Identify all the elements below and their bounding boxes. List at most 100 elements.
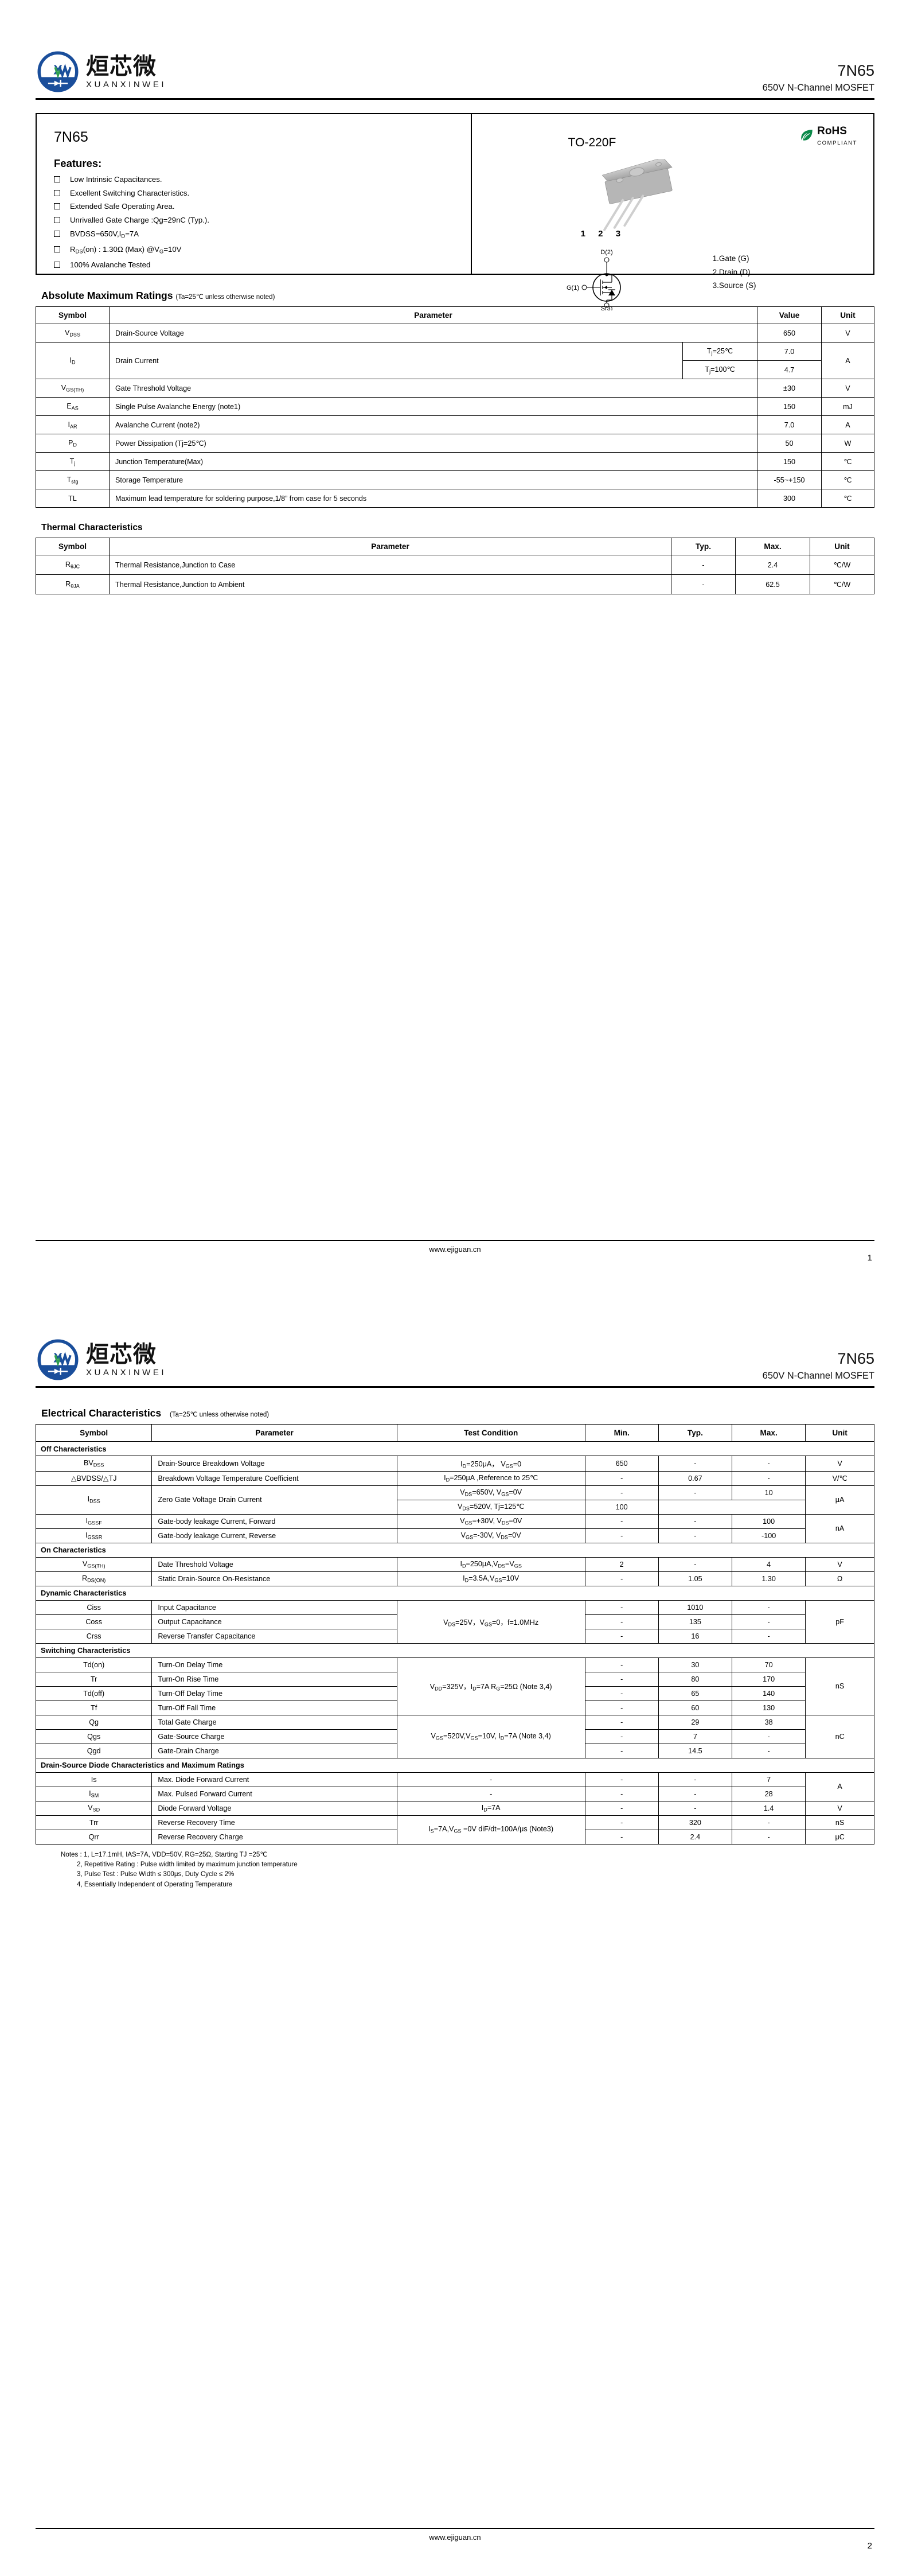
col-typ: Typ. <box>658 1424 733 1442</box>
company-name-en: XUANXINWEI <box>86 79 167 90</box>
cell-test-condition: VDS=25V，VGS=0，f=1.0MHz <box>396 1600 585 1644</box>
table-row: RDS(ON) Static Drain-Source On-Resistance… <box>35 1571 874 1586</box>
cell-unit: nS <box>805 1815 874 1830</box>
cell-typ: 2.4 <box>658 1829 733 1845</box>
cell-typ: 320 <box>658 1815 733 1830</box>
group-label: Drain-Source Diode Characteristics and M… <box>36 1757 874 1773</box>
cell-max: 1.30 <box>732 1571 806 1586</box>
cell-typ: - <box>671 574 736 594</box>
footnote-item: 3, Pulse Test : Pulse Width ≤ 300μs, Dut… <box>77 1870 235 1878</box>
cell-symbol: IGSSF <box>35 1513 153 1529</box>
col-unit: Unit <box>810 538 874 555</box>
cell-min: - <box>584 1528 659 1543</box>
cell-test-condition: VGS=520V,VGS=10V, ID=7A (Note 3,4) <box>396 1714 585 1758</box>
page-header: X 烜芯微 XUANXINWEI 7N65 650V N-Channel MOS… <box>36 0 874 94</box>
cell-parameter: Output Capacitance <box>151 1614 397 1629</box>
cell-parameter: Date Threshold Voltage <box>151 1557 397 1572</box>
cell-unit: nA <box>805 1513 874 1543</box>
feature-item-label: Unrivalled Gate Charge :Qg=29nC (Typ.). <box>70 216 209 225</box>
checkbox-icon <box>54 246 60 252</box>
cell-parameter: Thermal Resistance,Junction to Case <box>109 555 671 575</box>
cell-max: - <box>732 1456 806 1472</box>
cell-parameter: Max. Diode Forward Current <box>151 1772 397 1787</box>
cell-parameter: Turn-On Delay Time <box>151 1657 397 1672</box>
company-logo: X 烜芯微 XUANXINWEI <box>36 49 166 94</box>
cell-value: 300 <box>757 489 822 508</box>
electrical-section-title: Electrical Characteristics (Ta=25℃ unles… <box>41 1407 874 1419</box>
cell-typ: - <box>658 1772 733 1787</box>
cell-min: - <box>584 1628 659 1644</box>
cell-test-condition: - <box>396 1786 585 1801</box>
pin-assignment-item: 3.Source (S) <box>712 281 756 290</box>
pin-assignment-list: 1.Gate (G) 2.Drain (D) 3.Source (S) <box>713 252 756 293</box>
cell-typ: 60 <box>658 1700 733 1715</box>
cell-value: 150 <box>757 397 822 416</box>
table-row: BVDSS Drain-Source Breakdown Voltage ID=25… <box>35 1456 874 1472</box>
cell-condition: Tj=100℃ <box>682 360 758 379</box>
table-row: △BVDSS/△TJ Breakdown Voltage Temperature … <box>35 1470 874 1486</box>
feature-item: BVDSS=650V,ID=7A <box>54 229 471 240</box>
company-name-en: XUANXINWEI <box>86 1367 167 1378</box>
feature-item: Extended Safe Operating Area. <box>54 202 471 211</box>
checkbox-icon <box>54 176 60 182</box>
feature-item-label: Extended Safe Operating Area. <box>70 202 175 211</box>
cell-max: 38 <box>732 1714 806 1730</box>
checkbox-icon <box>54 261 60 268</box>
cell-typ: 0.67 <box>658 1470 733 1486</box>
cell-symbol: Td(off) <box>35 1686 153 1701</box>
cell-symbol: VDSS <box>36 324 110 343</box>
cell-max: 62.5 <box>735 574 810 594</box>
cell-symbol: Crss <box>35 1628 153 1644</box>
cell-symbol: △BVDSS/△TJ <box>35 1470 153 1486</box>
footnotes: Notes : 1, L=17.1mH, IAS=7A, VDD=50V, RG… <box>61 1850 874 1890</box>
cell-symbol: ID <box>36 342 110 379</box>
footnote-item: 2, Repetitive Rating : Pulse width limit… <box>77 1860 298 1868</box>
cell-symbol: Qgs <box>35 1729 153 1744</box>
cell-symbol: BVDSS <box>35 1456 153 1472</box>
cell-typ: 1010 <box>658 1600 733 1615</box>
cell-symbol: VGS(TH) <box>36 379 110 398</box>
cell-parameter: Junction Temperature(Max) <box>109 452 757 471</box>
checkbox-icon <box>54 203 60 210</box>
table-header-row: Symbol Parameter Typ. Max. Unit <box>36 538 874 555</box>
cell-max: 7 <box>732 1772 806 1787</box>
cell-min: - <box>584 1485 659 1500</box>
cell-min: - <box>584 1786 659 1801</box>
footer-website[interactable]: www.ejiguan.cn <box>429 2533 481 2542</box>
gate-label: G(1) <box>567 285 579 291</box>
pin-number-labels: 1 2 3 <box>580 229 626 239</box>
col-parameter: Parameter <box>151 1424 397 1442</box>
cell-test-condition: ID=250μA ,Reference to 25℃ <box>396 1470 585 1486</box>
cell-symbol: Qrr <box>35 1829 153 1845</box>
cell-parameter: Turn-Off Delay Time <box>151 1686 397 1701</box>
cell-test-condition: IS=7A,VGS =0V diF/dt=100A/μs (Note3) <box>396 1815 585 1845</box>
cell-parameter: Breakdown Voltage Temperature Coefficien… <box>151 1470 397 1486</box>
feature-item: Unrivalled Gate Charge :Qg=29nC (Typ.). <box>54 216 471 224</box>
source-label: S(3) <box>600 305 612 310</box>
page-number: 2 <box>867 2541 872 2551</box>
cell-symbol: Qg <box>35 1714 153 1730</box>
cell-test-condition: - <box>396 1772 585 1787</box>
page-1-footer: www.ejiguan.cn 1 <box>36 1240 874 1263</box>
cell-unit: mJ <box>821 397 874 416</box>
cell-unit: V <box>805 1800 874 1816</box>
footer-website[interactable]: www.ejiguan.cn <box>429 1245 481 1254</box>
group-label: Switching Characteristics <box>36 1643 874 1658</box>
cell-parameter: Power Dissipation (Tj=25℃) <box>109 434 757 453</box>
cell-parameter: Gate-Source Charge <box>151 1729 397 1744</box>
cell-min: - <box>584 1815 659 1830</box>
feature-item-label: RDS(on) : 1.30Ω (Max) @VG=10V <box>70 244 182 255</box>
cell-parameter: Maximum lead temperature for soldering p… <box>109 489 757 508</box>
table-row: Qrr Reverse Recovery Charge -2.4- μC <box>35 1829 874 1845</box>
checkbox-icon <box>54 230 60 237</box>
pin-assignment-item: 2.Drain (D) <box>712 267 751 277</box>
cell-value: 7.0 <box>757 342 822 361</box>
cell-unit: A <box>821 342 874 379</box>
cell-typ: 135 <box>658 1614 733 1629</box>
cell-min: - <box>584 1614 659 1629</box>
cell-unit: ℃ <box>821 470 874 489</box>
table-group-row: On Characteristics <box>36 1542 874 1558</box>
cell-min: - <box>584 1470 659 1486</box>
cell-max: 2.4 <box>735 555 810 575</box>
cell-symbol: EAS <box>36 397 110 416</box>
